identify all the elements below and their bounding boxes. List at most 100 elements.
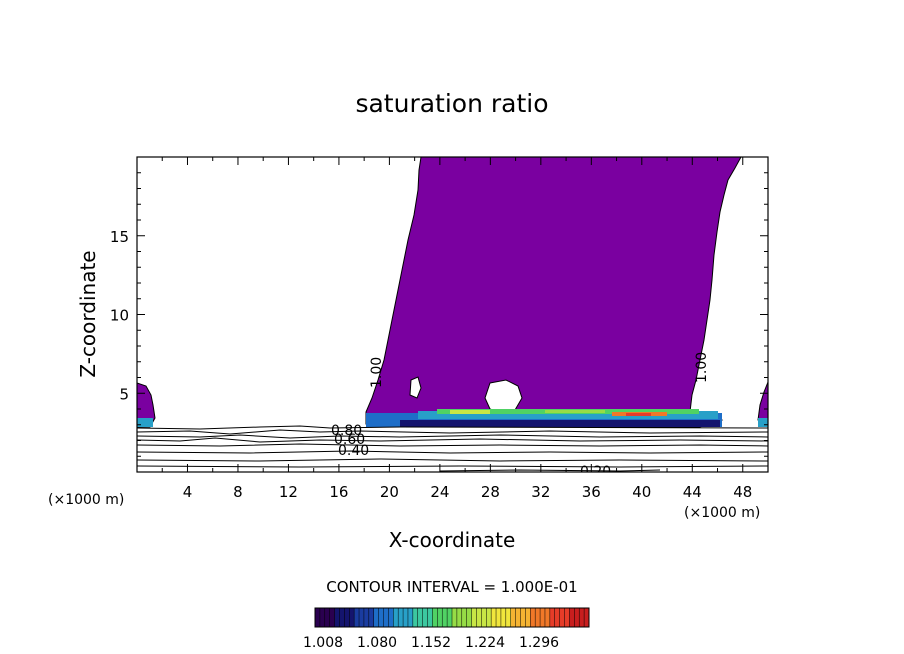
colorbar-segment [549, 608, 556, 627]
colorbar-segment [412, 608, 419, 627]
colorbar-segment [452, 608, 458, 627]
contour-label: 1.00 [694, 352, 710, 383]
colorbar-segment [579, 608, 585, 627]
colorbar-segment [525, 608, 531, 627]
contour-label: 0.40 [338, 443, 369, 459]
colorbar-segment [544, 608, 551, 627]
colorbar-segment [491, 608, 497, 627]
colorbar-segment [466, 608, 472, 627]
x-tick-label: 16 [329, 483, 348, 501]
colorbar-segment [447, 608, 453, 627]
colorbar-segment [564, 608, 570, 627]
colorbar-segment [510, 608, 517, 627]
colorbar-tick-label: 1.224 [465, 635, 505, 651]
x-tick-label: 12 [279, 483, 298, 501]
colorbar-segment [417, 608, 424, 627]
colorbar-segment [354, 608, 360, 627]
colorbar-segment [554, 608, 561, 627]
y-tick-label: 10 [110, 307, 129, 325]
colorbar-segment [368, 608, 375, 627]
colorbar-segment [559, 608, 565, 627]
x-tick-label: 32 [531, 483, 550, 501]
colorbar-segment [505, 608, 512, 627]
x-tick-label: 24 [430, 483, 449, 501]
colorbar-segment [540, 608, 546, 627]
x-tick-label: 40 [632, 483, 651, 501]
colorbar-segment [315, 608, 321, 627]
x-tick-label: 44 [683, 483, 702, 501]
contour-interval-note: CONTOUR INTERVAL = 1.000E-01 [326, 578, 577, 596]
colorbar-segment [359, 608, 365, 627]
x-tick-label: 28 [481, 483, 500, 501]
colorbar-segment [515, 608, 521, 627]
colorbar-segment [383, 608, 389, 627]
x-unit-right: (×1000 m) [684, 505, 760, 521]
colorbar-segment [324, 608, 331, 627]
colorbar-segment [486, 608, 492, 627]
colorbar-segment [329, 608, 335, 627]
x-tick-label: 48 [733, 483, 752, 501]
colorbar-segment [393, 608, 399, 627]
colorbar-segment [456, 608, 463, 627]
colorbar-segment [574, 608, 580, 627]
colorbar-segment [407, 608, 414, 627]
colorbar-segment [403, 608, 409, 627]
chart-title: saturation ratio [355, 89, 548, 118]
plot-area: 0.80 0.60 0.40 0.20 1.00 1.00 [137, 157, 768, 480]
high-saturation-band [137, 409, 768, 427]
colorbar-segment [378, 608, 384, 627]
colorbar-segment [339, 608, 345, 627]
y-axis: 5 10 15 [110, 172, 768, 457]
colorbar-segment [471, 608, 477, 627]
colorbar [314, 608, 590, 627]
contour-label: 0.20 [580, 464, 611, 480]
colorbar-segment [476, 608, 482, 627]
colorbar-segment [363, 608, 370, 627]
colorbar-segment [373, 608, 380, 627]
contour-lines [137, 425, 768, 472]
colorbar-segment [349, 608, 355, 627]
contour-label: 1.00 [369, 357, 385, 388]
x-axis-label: X-coordinate [389, 528, 516, 552]
cloud-hole-small [409, 376, 422, 399]
y-tick-label: 15 [110, 228, 129, 246]
colorbar-segment [569, 608, 575, 627]
colorbar-segment [442, 608, 448, 627]
colorbar-segment [437, 608, 443, 627]
y-tick-label: 5 [119, 385, 129, 403]
colorbar-segment [334, 608, 340, 627]
colorbar-segment [319, 608, 326, 627]
colorbar-segment [520, 608, 526, 627]
colorbar-segment [422, 608, 428, 627]
colorbar-segment [398, 608, 404, 627]
x-tick-label: 36 [582, 483, 601, 501]
y-axis-label: Z-coordinate [76, 250, 100, 377]
colorbar-segment [481, 608, 487, 627]
colorbar-segment [427, 608, 433, 627]
x-unit-left: (×1000 m) [48, 492, 124, 508]
colorbar-tick-label: 1.296 [519, 635, 559, 651]
colorbar-segment [500, 608, 507, 627]
x-tick-label: 20 [380, 483, 399, 501]
colorbar-segment [461, 608, 468, 627]
colorbar-segment [432, 608, 438, 627]
contour-label: 0.60 [334, 432, 365, 448]
colorbar-tick-labels: 1.008 1.080 1.152 1.224 1.296 [303, 635, 559, 651]
supersaturated-region [365, 157, 742, 428]
colorbar-tick-label: 1.152 [411, 635, 451, 651]
colorbar-segment [496, 608, 502, 627]
colorbar-tick-label: 1.008 [303, 635, 343, 651]
colorbar-segment [344, 608, 350, 627]
x-tick-label: 8 [233, 483, 243, 501]
x-axis: 4 8 12 16 20 24 28 32 36 40 44 48 [161, 157, 769, 501]
colorbar-segment [530, 608, 536, 627]
colorbar-frame [314, 607, 590, 628]
contour-label: 0.80 [331, 423, 362, 439]
colorbar-segment [388, 608, 394, 627]
colorbar-tick-label: 1.080 [357, 635, 397, 651]
x-tick-label: 4 [183, 483, 193, 501]
colorbar-segment [584, 608, 590, 627]
colorbar-segment [535, 608, 541, 627]
contour-labels: 0.80 0.60 0.40 0.20 1.00 1.00 [331, 352, 710, 480]
